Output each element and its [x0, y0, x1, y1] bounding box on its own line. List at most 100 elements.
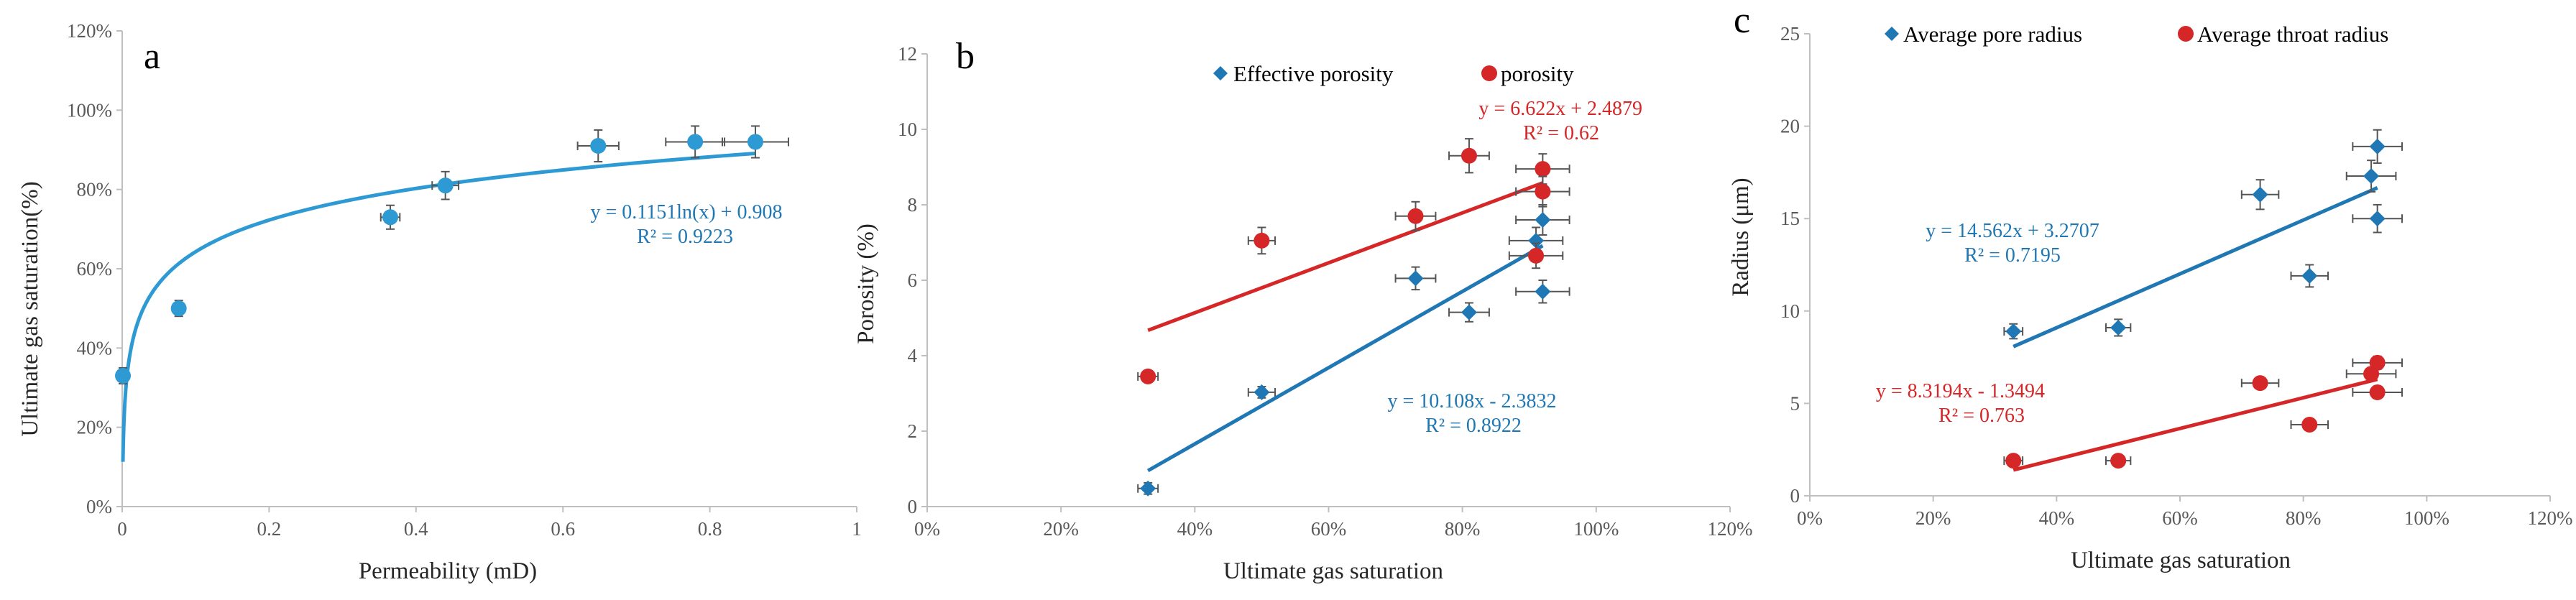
data-point-circle: [1254, 232, 1270, 249]
x-tick-label: 20%: [1915, 507, 1951, 529]
x-tick-label: 1: [852, 518, 862, 540]
data-point-circle: [1528, 247, 1545, 264]
data-point-diamond: [1535, 283, 1551, 300]
x-tick-label: 60%: [2162, 507, 2198, 529]
legend-average-throat-radius: Average throat radius: [2197, 22, 2388, 47]
panel-b-blue-trend-r2: R² = 0.8922: [1425, 415, 1522, 437]
data-point-circle: [2369, 384, 2386, 400]
x-tick-label: 40%: [2039, 507, 2075, 529]
y-tick-label: 15: [1780, 208, 1800, 229]
data-point-circle: [1140, 368, 1156, 384]
data-point-diamond: [1140, 480, 1156, 497]
data-point-diamond: [2110, 319, 2127, 336]
x-tick-label: 20%: [1043, 518, 1079, 540]
panel-a-trend-equation: y = 0.1151ln(x) + 0.908: [591, 201, 783, 223]
panel-c-red-trend-equation: y = 8.3194x - 1.3494: [1876, 380, 2045, 402]
data-point-circle: [382, 209, 399, 226]
x-tick-label: 0: [117, 518, 127, 540]
y-tick-label: 12: [898, 43, 917, 65]
y-tick-label: 40%: [77, 337, 113, 359]
y-tick-label: 25: [1780, 23, 1800, 45]
trendline-log: [121, 152, 756, 462]
data-point-diamond: [1535, 212, 1551, 228]
data-point-circle: [1407, 208, 1424, 224]
data-point-circle: [747, 134, 763, 150]
trendline-linear: [1146, 244, 1544, 473]
x-tick-label: 60%: [1311, 518, 1347, 540]
data-point-diamond: [1407, 270, 1424, 287]
data-point-circle: [115, 367, 132, 384]
x-tick-label: 0.4: [404, 518, 428, 540]
data-point-circle: [2369, 354, 2386, 371]
data-point-diamond: [2301, 267, 2318, 284]
panel-a-x-axis-label: Permeability (mD): [359, 558, 537, 584]
data-point-diamond: [1254, 384, 1270, 400]
data-point-circle: [687, 134, 704, 150]
panel-a-label: a: [144, 36, 160, 77]
panel-b-red-trend-r2: R² = 0.62: [1523, 122, 1599, 144]
panel-c-red-trend-r2: R² = 0.763: [1938, 405, 2025, 427]
data-point-circle: [1535, 183, 1551, 200]
legend-porosity: porosity: [1501, 61, 1574, 86]
y-tick-label: 5: [1790, 392, 1800, 414]
legend-circle-marker: [2178, 26, 2194, 42]
legend-diamond-marker: [1885, 27, 1899, 41]
panel-b-legend: Effective porosity porosity: [1213, 61, 1574, 86]
y-tick-label: 120%: [67, 20, 112, 42]
data-point-circle: [1460, 147, 1477, 164]
data-point-diamond: [2363, 168, 2380, 185]
panel-c-label: c: [1734, 0, 1750, 41]
y-tick-label: 60%: [77, 258, 113, 280]
panel-c-chart: c 0 5 10 15 20 25 0% 20% 40% 60% 80% 100% 120% Radi…: [1728, 0, 2573, 573]
x-tick-label: 0%: [914, 518, 940, 540]
data-point-diamond: [1528, 232, 1545, 249]
panel-a-trend-r2: R² = 0.9223: [637, 226, 733, 248]
data-point-diamond: [2369, 138, 2386, 154]
panel-a-chart: a 0%20%40%60%80%100%120% 0 0.2 0.4 0.6 0.8 1 …: [17, 20, 862, 584]
x-tick-label: 100%: [1573, 518, 1619, 540]
y-tick-label: 80%: [77, 179, 113, 200]
data-point-circle: [2252, 375, 2268, 392]
x-tick-label: 120%: [2528, 507, 2573, 529]
panel-b-chart: b 0 2 4 6 8 10 12 0% 20% 40% 60% 80% 100% 120% Poros…: [853, 36, 1753, 584]
trendline-linear: [2012, 186, 2378, 349]
x-tick-label: 0.2: [257, 518, 282, 540]
y-tick-label: 4: [908, 345, 918, 366]
data-point-diamond: [1460, 304, 1477, 320]
panel-b-label: b: [956, 36, 975, 77]
x-tick-label: 0.6: [551, 518, 575, 540]
y-tick-label: 20: [1780, 116, 1800, 137]
panel-c-blue-trend-r2: R² = 0.7195: [1964, 244, 2061, 267]
x-tick-label: 100%: [2404, 507, 2450, 529]
data-point-circle: [2005, 453, 2022, 469]
data-point-diamond: [2005, 323, 2022, 340]
data-point-circle: [1535, 161, 1551, 177]
panel-b-blue-trend-equation: y = 10.108x - 2.3832: [1387, 390, 1556, 412]
y-tick-label: 10: [898, 119, 917, 140]
panel-b-y-axis-label: Porosity (%): [853, 223, 879, 344]
x-tick-label: 80%: [1445, 518, 1481, 540]
panel-c-legend: Average pore radius Average throat radiu…: [1885, 22, 2388, 47]
legend-diamond-marker: [1213, 66, 1228, 80]
data-point-circle: [590, 137, 607, 154]
data-point-circle: [437, 177, 454, 194]
x-tick-label: 120%: [1708, 518, 1753, 540]
legend-circle-marker: [1481, 65, 1497, 81]
x-tick-label: 80%: [2286, 507, 2322, 529]
x-tick-label: 40%: [1177, 518, 1213, 540]
data-point-circle: [2110, 453, 2127, 469]
x-tick-label: 0.8: [698, 518, 722, 540]
legend-effective-porosity: Effective porosity: [1233, 61, 1394, 86]
trendline-linear: [1147, 181, 1544, 333]
y-tick-label: 20%: [77, 417, 113, 438]
data-point-circle: [2301, 416, 2318, 433]
panel-c-y-axis-label: Radius (μm): [1728, 177, 1754, 296]
y-tick-label: 0%: [86, 496, 112, 517]
panel-c-blue-trend-equation: y = 14.562x + 3.2707: [1926, 220, 2099, 242]
data-point-diamond: [2252, 186, 2268, 203]
y-tick-label: 6: [908, 269, 918, 291]
panel-a-y-axis-label: Ultimate gas saturation(%): [17, 181, 43, 437]
panel-b-red-trend-equation: y = 6.622x + 2.4879: [1478, 98, 1642, 120]
legend-average-pore-radius: Average pore radius: [1903, 22, 2082, 47]
